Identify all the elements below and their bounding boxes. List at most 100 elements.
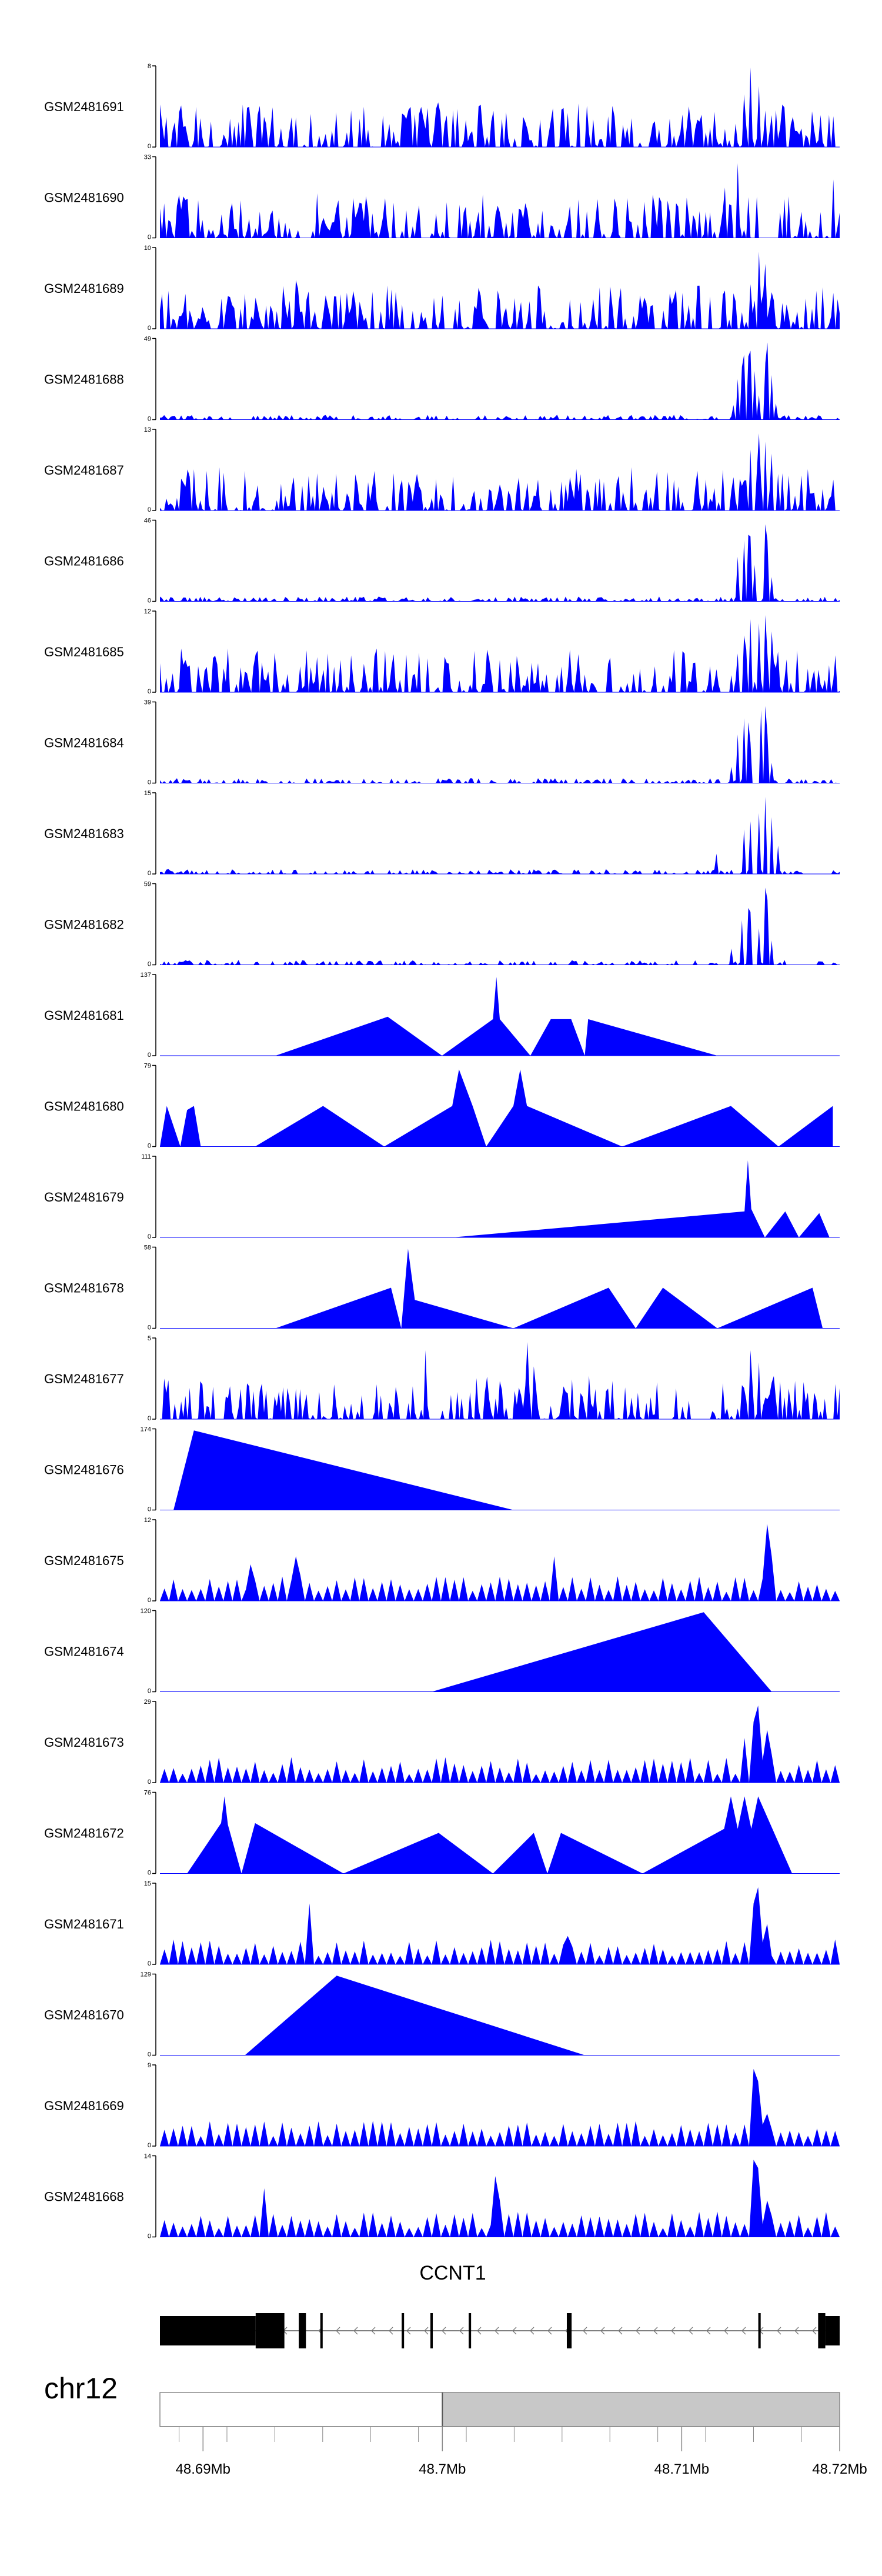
signal-area bbox=[160, 1705, 840, 1783]
strand-arrow bbox=[336, 2327, 340, 2335]
track-GSM2481678: GSM2481678 58 0 bbox=[44, 1244, 840, 1332]
y-tick-min-label: 0 bbox=[148, 325, 151, 332]
signal-area bbox=[160, 342, 840, 420]
signal-area bbox=[160, 2068, 840, 2146]
y-tick-max-label: 59 bbox=[144, 881, 151, 888]
strand-arrow bbox=[459, 2327, 464, 2335]
track-label: GSM2481681 bbox=[44, 1008, 124, 1023]
track-GSM2481676: GSM2481676 174 0 bbox=[44, 1426, 840, 1513]
track-label: GSM2481669 bbox=[44, 2098, 124, 2113]
signal-area bbox=[160, 251, 840, 329]
track-GSM2481686: GSM2481686 46 0 bbox=[44, 518, 840, 605]
track-GSM2481685: GSM2481685 12 0 bbox=[44, 608, 840, 695]
strand-arrow bbox=[512, 2327, 517, 2335]
track-label: GSM2481670 bbox=[44, 2008, 124, 2023]
y-tick-max-label: 120 bbox=[141, 1608, 151, 1615]
y-tick-max-label: 12 bbox=[144, 1517, 151, 1524]
strand-arrow bbox=[724, 2327, 729, 2335]
gene-exon bbox=[818, 2313, 826, 2348]
strand-arrow bbox=[530, 2327, 534, 2335]
y-tick-min-label: 0 bbox=[148, 1688, 151, 1695]
signal-area bbox=[160, 67, 840, 147]
gene-name-label: CCNT1 bbox=[419, 2262, 486, 2284]
y-tick-max-label: 111 bbox=[141, 1153, 151, 1160]
strand-arrow bbox=[442, 2327, 446, 2335]
gene-exon bbox=[430, 2313, 433, 2348]
strand-arrow bbox=[777, 2327, 781, 2335]
strand-arrow bbox=[495, 2327, 499, 2335]
y-tick-min-label: 0 bbox=[148, 506, 151, 513]
gene-exon bbox=[758, 2313, 761, 2348]
y-tick-max-label: 10 bbox=[144, 245, 151, 252]
track-GSM2481682: GSM2481682 59 0 bbox=[44, 881, 840, 968]
strand-arrow bbox=[424, 2327, 429, 2335]
track-GSM2481673: GSM2481673 29 0 bbox=[44, 1699, 840, 1786]
track-GSM2481675: GSM2481675 12 0 bbox=[44, 1517, 840, 1604]
track-label: GSM2481680 bbox=[44, 1099, 124, 1114]
y-tick-min-label: 0 bbox=[148, 870, 151, 877]
track-label: GSM2481675 bbox=[44, 1553, 124, 1568]
strand-arrow bbox=[653, 2327, 658, 2335]
signal-area bbox=[160, 796, 840, 874]
y-tick-min-label: 0 bbox=[148, 1870, 151, 1877]
signal-area bbox=[160, 1523, 840, 1601]
track-GSM2481674: GSM2481674 120 0 bbox=[44, 1608, 840, 1695]
y-tick-max-label: 12 bbox=[144, 608, 151, 615]
y-tick-max-label: 79 bbox=[144, 1063, 151, 1070]
signal-area bbox=[160, 615, 840, 692]
track-label: GSM2481688 bbox=[44, 372, 124, 387]
signal-area bbox=[160, 2160, 840, 2237]
y-tick-min-label: 0 bbox=[148, 2051, 151, 2058]
signal-area bbox=[160, 163, 840, 238]
signal-area bbox=[245, 1976, 585, 2056]
signal-area bbox=[173, 1430, 514, 1510]
signal-area bbox=[452, 1160, 830, 1237]
signal-area bbox=[160, 887, 840, 965]
y-tick-max-label: 58 bbox=[144, 1244, 151, 1252]
track-GSM2481668: GSM2481668 14 0 bbox=[44, 2153, 840, 2240]
y-tick-min-label: 0 bbox=[148, 1960, 151, 1967]
strand-arrow bbox=[812, 2327, 817, 2335]
y-tick-max-label: 14 bbox=[144, 2153, 151, 2160]
track-label: GSM2481668 bbox=[44, 2190, 124, 2204]
gene-exon bbox=[566, 2313, 572, 2348]
chromosome-ideogram: chr12 48.69Mb 48.7Mb 48.71Mb 48.72Mb bbox=[44, 2372, 867, 2477]
strand-arrow bbox=[371, 2327, 376, 2335]
track-label: GSM2481686 bbox=[44, 554, 124, 569]
strand-arrow bbox=[618, 2327, 623, 2335]
y-tick-min-label: 0 bbox=[148, 1506, 151, 1513]
track-GSM2481691: GSM2481691 8 0 bbox=[44, 63, 840, 150]
track-GSM2481672: GSM2481672 76 0 bbox=[44, 1790, 840, 1877]
gene-exon bbox=[469, 2313, 472, 2348]
y-tick-max-label: 5 bbox=[148, 1335, 151, 1342]
strand-arrow bbox=[689, 2327, 693, 2335]
track-label: GSM2481690 bbox=[44, 191, 124, 205]
y-tick-min-label: 0 bbox=[148, 1597, 151, 1604]
y-tick-max-label: 46 bbox=[144, 518, 151, 525]
strand-arrow bbox=[794, 2327, 799, 2335]
y-tick-min-label: 0 bbox=[148, 1324, 151, 1332]
y-tick-min-label: 0 bbox=[148, 1143, 151, 1150]
signal-area bbox=[160, 1887, 840, 1964]
strand-arrow bbox=[547, 2327, 552, 2335]
x-tick-label: 48.72Mb bbox=[812, 2461, 867, 2477]
track-GSM2481669: GSM2481669 9 0 bbox=[44, 2062, 840, 2149]
y-tick-min-label: 0 bbox=[148, 688, 151, 695]
y-tick-max-label: 8 bbox=[148, 63, 151, 70]
track-GSM2481677: GSM2481677 5 0 bbox=[44, 1335, 840, 1422]
y-tick-max-label: 39 bbox=[144, 699, 151, 706]
track-label: GSM2481674 bbox=[44, 1644, 124, 1659]
y-tick-min-label: 0 bbox=[148, 1233, 151, 1240]
signal-area bbox=[160, 433, 840, 510]
track-label: GSM2481677 bbox=[44, 1372, 124, 1386]
x-tick-label: 48.7Mb bbox=[419, 2461, 466, 2477]
y-tick-min-label: 0 bbox=[148, 234, 151, 241]
y-tick-min-label: 0 bbox=[148, 598, 151, 605]
y-tick-max-label: 15 bbox=[144, 1880, 151, 1887]
strand-arrow bbox=[741, 2327, 746, 2335]
gene-exon bbox=[299, 2313, 306, 2348]
y-tick-min-label: 0 bbox=[148, 416, 151, 423]
track-GSM2481681: GSM2481681 137 0 bbox=[44, 972, 840, 1059]
strand-arrow bbox=[671, 2327, 676, 2335]
